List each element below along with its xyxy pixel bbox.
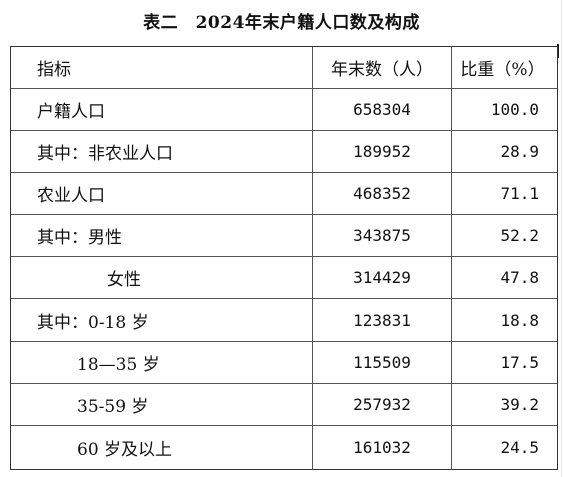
header-ratio: 比重（%） [460, 60, 545, 80]
row-count: 314429 [313, 257, 452, 298]
row-label: 60 岁及以上 [11, 426, 313, 469]
row-count: 343875 [313, 215, 452, 256]
table-row: 其中：男性 343875 52.2 [11, 215, 557, 257]
text-cursor [557, 44, 559, 58]
row-ratio: 28.9 [500, 142, 539, 161]
row-ratio: 100.0 [490, 100, 539, 119]
row-label: 其中：男性 [11, 215, 313, 256]
row-count: 189952 [313, 131, 452, 172]
row-label: 其中：非农业人口 [11, 131, 313, 172]
row-ratio: 47.8 [500, 268, 539, 287]
row-count: 658304 [313, 89, 452, 130]
table-row: 其中：非农业人口 189952 28.9 [11, 131, 557, 173]
row-count: 161032 [313, 426, 452, 469]
table-row: 35-59 岁 257932 39.2 [11, 384, 557, 426]
row-count: 115509 [313, 342, 452, 383]
row-label: 18—35 岁 [11, 342, 313, 383]
table-row: 农业人口 468352 71.1 [11, 173, 557, 215]
table-row: 户籍人口 658304 100.0 [11, 89, 557, 131]
population-table: 指标 年末数（人） 比重（%） 户籍人口 658304 100.0 其中：非农业… [10, 46, 558, 470]
page-edge [561, 0, 562, 477]
row-count: 123831 [313, 299, 452, 341]
row-ratio: 71.1 [500, 184, 539, 203]
row-ratio: 52.2 [500, 226, 539, 245]
row-count: 468352 [313, 173, 452, 214]
table-row: 18—35 岁 115509 17.5 [11, 342, 557, 384]
table-row: 女性 314429 47.8 [11, 257, 557, 299]
row-label: 35-59 岁 [11, 384, 313, 425]
row-label: 户籍人口 [11, 89, 313, 130]
header-indicator: 指标 [11, 47, 313, 88]
table-row: 其中：0-18 岁 123831 18.8 [11, 299, 557, 342]
row-ratio: 17.5 [500, 353, 539, 372]
row-label: 其中：0-18 岁 [11, 299, 313, 341]
row-ratio: 39.2 [500, 395, 539, 414]
header-count: 年末数（人） [313, 47, 452, 88]
table-header-row: 指标 年末数（人） 比重（%） [11, 47, 557, 89]
table-title: 表二 2024年末户籍人口数及构成 [143, 13, 420, 33]
table-row: 60 岁及以上 161032 24.5 [11, 426, 557, 469]
row-label: 农业人口 [11, 173, 313, 214]
row-label: 女性 [11, 257, 313, 298]
row-ratio: 18.8 [500, 310, 539, 330]
row-ratio: 24.5 [500, 438, 539, 457]
row-count: 257932 [313, 384, 452, 425]
